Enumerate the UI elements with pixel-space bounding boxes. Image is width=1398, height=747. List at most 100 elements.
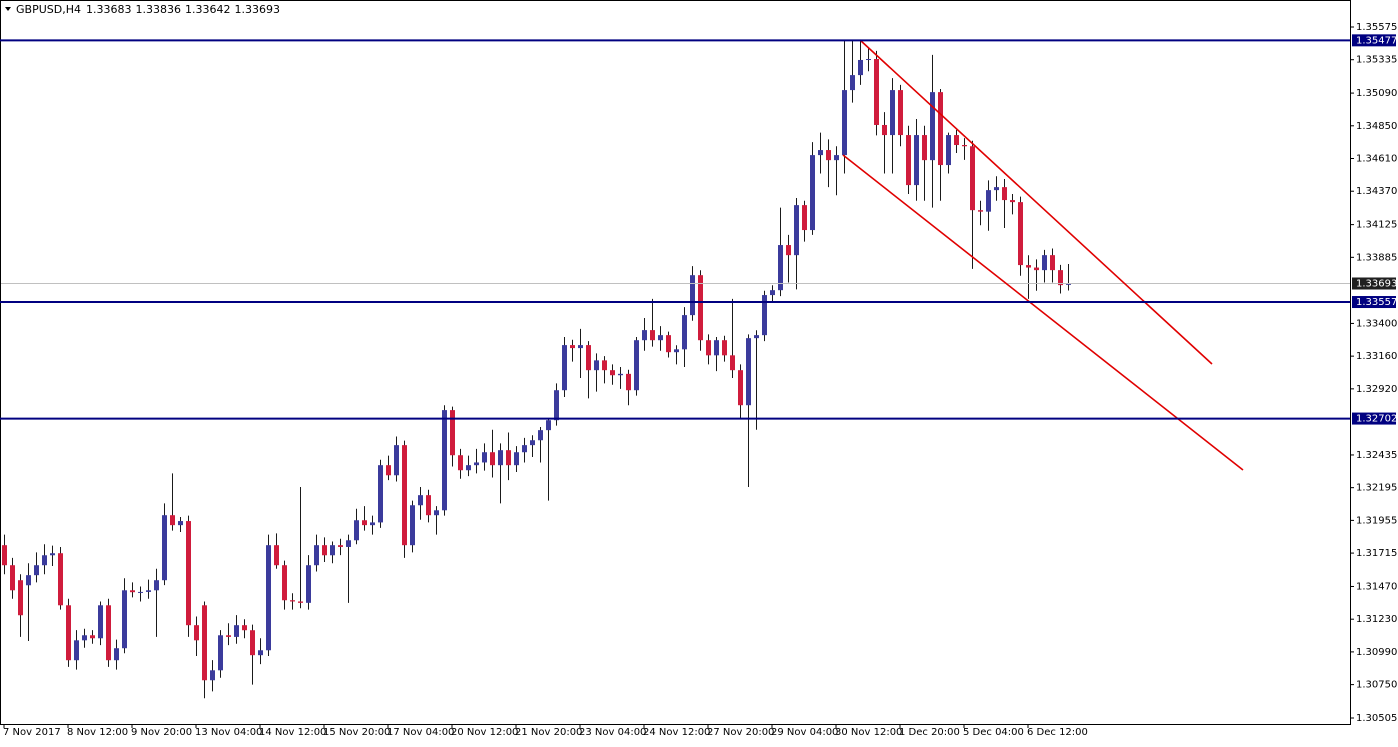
plot-area [0,39,1350,699]
candle-body-down [650,330,655,341]
x-tick-label: 20 Nov 12:00 [451,727,518,738]
candle-body-down [170,515,175,526]
candle-body-up [554,390,559,421]
x-tick-label: 5 Dec 04:00 [963,727,1024,738]
candle-body-down [186,521,191,626]
candle-body-down [586,345,591,371]
candle-body-up [810,155,815,231]
candle-body-down [322,545,327,556]
last-open: 1.33683 [86,3,132,16]
y-tick-label: 1.31955 [1356,515,1397,526]
chart-header: GBPUSD,H4 1.33683 1.33836 1.33642 1.33693 [16,3,280,16]
y-tick-label: 1.35090 [1356,88,1397,99]
candle-body-up [354,520,359,541]
plot-frame [0,0,1351,725]
candle-body-down [274,545,279,566]
candle-body-up [346,540,351,547]
candle-body-up [514,452,519,466]
y-tick-label: 1.34850 [1356,121,1397,132]
x-tick-label: 23 Nov 04:00 [579,727,646,738]
candle-body-down [58,553,63,606]
candle-body-down [954,135,959,146]
level-tag [1352,296,1396,309]
candle-body-down [1010,200,1015,203]
x-tick-label: 1 Dec 20:00 [899,727,960,738]
candle-body-down [898,90,903,136]
candle-body-down [1050,255,1055,271]
candle-body-up [330,545,335,556]
candle-body-up [778,245,783,291]
candle-body-up [378,465,383,523]
x-tick-label: 6 Dec 12:00 [1027,727,1088,738]
candle-body-up [34,565,39,576]
candle-body-down [90,635,95,639]
candle-body-up [930,92,935,161]
candle-body-up [842,90,847,156]
candle-body-down [450,410,455,456]
y-tick-label: 1.31230 [1356,614,1397,625]
y-tick-label: 1.31470 [1356,581,1397,592]
candle-body-up [618,373,623,376]
candle-body-down [362,520,367,526]
candle-body-down [298,601,303,603]
candle-body-up [850,75,855,91]
candle-body-down [626,373,631,391]
candle-body-up [690,275,695,316]
candle-body-down [506,450,511,466]
candle-body-down [194,625,199,641]
candle-body-up [162,515,167,581]
last-price-label: 1.33693 [1356,278,1397,289]
candle-body-up [154,580,159,591]
candle-body-up [258,650,263,656]
candle-body-down [698,275,703,341]
y-tick-label: 1.30750 [1356,680,1397,691]
candle-body-up [218,635,223,671]
y-tick-label: 1.32920 [1356,384,1397,395]
candle-body-up [98,605,103,639]
candle-body-down [282,565,287,601]
candle-body-up [210,670,215,681]
candle-body-down [106,605,111,661]
y-tick-label: 1.30505 [1356,713,1397,724]
x-tick-label: 13 Nov 04:00 [195,727,262,738]
y-tick-label: 1.35335 [1356,55,1397,66]
candle-body-down [290,600,295,602]
y-tick-label: 1.34610 [1356,154,1397,165]
candle-body-up [866,59,871,61]
candle-body-up [482,452,487,463]
candle-body-up [538,430,543,441]
y-tick-label: 1.35575 [1356,22,1397,33]
symbol-menu-icon [5,7,11,11]
candle-body-up [642,330,647,341]
candle-body-up [74,640,79,661]
x-tick-label: 30 Nov 12:00 [835,727,902,738]
candle-body-up [146,590,151,592]
level-label: 1.35477 [1356,35,1397,46]
candle-body-down [202,605,207,681]
candle-body-up [410,505,415,546]
candle-body-up [634,340,639,391]
candle-body-up [306,565,311,603]
y-tick-label: 1.32195 [1356,483,1397,494]
y-tick-label: 1.34370 [1356,186,1397,197]
candle-body-up [714,340,719,356]
candle-body-up [762,295,767,336]
candle-body-up [138,591,143,593]
candle-body-down [458,455,463,471]
level-label: 1.33557 [1356,297,1397,308]
candle-body-down [826,150,831,161]
last-close: 1.33693 [234,3,280,16]
x-tick-label: 17 Nov 04:00 [387,727,454,738]
candle-body-up [530,440,535,446]
candle-body-up [794,205,799,256]
candle-body-up [122,590,127,649]
candle-body-down [1018,202,1023,266]
candle-body-down [970,146,975,211]
x-tick-label: 24 Nov 12:00 [643,727,710,738]
candle-body-up [370,522,375,526]
candle-body-down [2,545,7,566]
candle-body-down [730,355,735,371]
candle-body-up [498,450,503,466]
